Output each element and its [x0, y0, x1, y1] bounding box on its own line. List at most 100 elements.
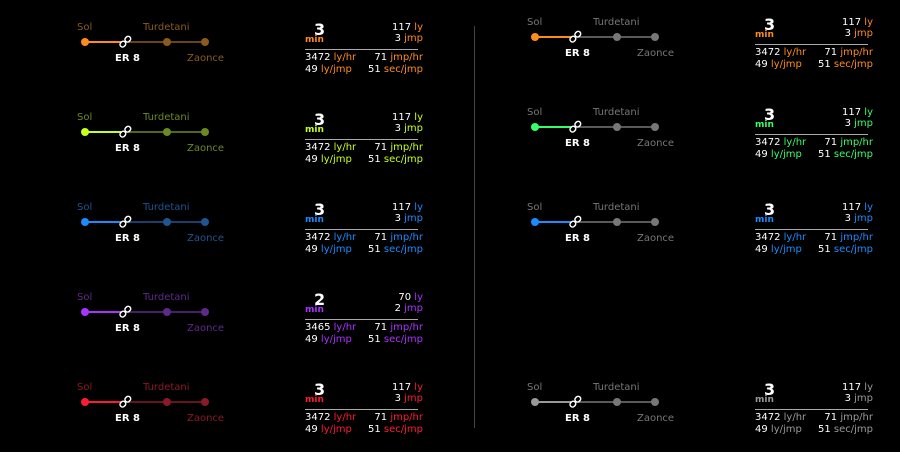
- distance-value: 117: [392, 202, 412, 213]
- route-stats: 3 min 117 ly 3 jmp 3472 ly/hr 71 jmp/hr …: [755, 15, 873, 87]
- distance-unit: ly: [414, 382, 423, 393]
- route-track: [81, 395, 209, 408]
- jumps-per-hour: 71 jmp/hr: [374, 142, 423, 153]
- destination-label: Zaonce: [637, 48, 675, 59]
- distance-jumps: 117 ly 3 jmp: [392, 112, 423, 134]
- stats-separator: [755, 229, 868, 230]
- destination-dot: [651, 33, 659, 41]
- sec-per-jump: 51 sec/jmp: [817, 424, 873, 435]
- bridge-system-label: ER 8: [565, 233, 590, 244]
- jumps-value: 3: [394, 33, 401, 44]
- travel-time-value: 3: [764, 380, 776, 399]
- stats-separator: [305, 319, 418, 320]
- broken-link-icon: [569, 215, 582, 228]
- stats-separator: [755, 44, 868, 45]
- route-diagram: Sol Turdetani ER 8 Zaonce: [527, 17, 687, 77]
- end-system-label: Turdetani: [143, 202, 190, 213]
- waypoint-dot: [613, 123, 621, 131]
- broken-link-icon: [119, 395, 132, 408]
- distance-value: 117: [392, 382, 412, 393]
- distance-jumps: 117 ly 3 jmp: [842, 107, 873, 129]
- start-system-label: Sol: [77, 382, 93, 393]
- destination-label: Zaonce: [187, 413, 225, 424]
- route-stats: 3 min 117 ly 3 jmp 3472 ly/hr 71 jmp/hr …: [305, 380, 423, 452]
- stats-separator: [305, 409, 418, 410]
- jumps-per-hour: 71 jmp/hr: [824, 137, 873, 148]
- sec-per-jump: 51 sec/jmp: [817, 149, 873, 160]
- waypoint-dot: [613, 218, 621, 226]
- start-system-label: Sol: [77, 202, 93, 213]
- jumps-value: 3: [394, 213, 401, 224]
- route-stats: 3 min 117 ly 3 jmp 3472 ly/hr 71 jmp/hr …: [755, 380, 873, 452]
- distance-jumps: 117 ly 3 jmp: [392, 22, 423, 44]
- start-node-dot: [81, 218, 89, 226]
- broken-link-icon: [119, 35, 132, 48]
- end-system-label: Turdetani: [593, 382, 640, 393]
- travel-time-unit: min: [305, 125, 324, 135]
- travel-time-value: 3: [314, 110, 326, 129]
- bridge-system-label: ER 8: [115, 413, 140, 424]
- waypoint-dot: [163, 308, 171, 316]
- travel-time-unit: min: [755, 215, 774, 225]
- start-system-label: Sol: [527, 382, 543, 393]
- destination-label: Zaonce: [187, 143, 225, 154]
- start-node-dot: [81, 308, 89, 316]
- start-system-label: Sol: [527, 107, 543, 118]
- route-stats: 3 min 117 ly 3 jmp 3472 ly/hr 71 jmp/hr …: [305, 20, 423, 92]
- travel-time-unit: min: [305, 35, 324, 45]
- jumps-unit: jmp: [404, 213, 423, 224]
- route-track: [531, 395, 659, 408]
- distance-jumps: 117 ly 3 jmp: [842, 382, 873, 404]
- jumps-unit: jmp: [854, 213, 873, 224]
- route-diagram: Sol Turdetani ER 8 Zaonce: [527, 382, 687, 442]
- route-track: [81, 125, 209, 138]
- broken-link-icon: [569, 120, 582, 133]
- destination-label: Zaonce: [187, 323, 225, 334]
- end-system-label: Turdetani: [593, 17, 640, 28]
- route-card: Sol Turdetani ER 8 Zaonce 3 min 117 ly: [77, 380, 423, 452]
- start-node-dot: [81, 38, 89, 46]
- route-diagram: Sol Turdetani ER 8 Zaonce: [77, 112, 237, 172]
- route-track: [81, 35, 209, 48]
- travel-time-value: 3: [764, 200, 776, 219]
- jumps-value: 3: [844, 213, 851, 224]
- distance-unit: ly: [864, 382, 873, 393]
- waypoint-dot: [163, 128, 171, 136]
- ly-per-jump: 49 ly/jmp: [305, 334, 352, 345]
- travel-time-unit: min: [755, 395, 774, 405]
- destination-dot: [201, 38, 209, 46]
- distance-unit: ly: [414, 292, 423, 303]
- route-diagram: Sol Turdetani ER 8 Zaonce: [527, 202, 687, 262]
- destination-dot: [201, 218, 209, 226]
- broken-link-icon: [569, 30, 582, 43]
- start-system-label: Sol: [77, 22, 93, 33]
- travel-time-value: 3: [314, 380, 326, 399]
- distance-unit: ly: [414, 202, 423, 213]
- jumps-per-hour: 71 jmp/hr: [374, 322, 423, 333]
- stats-separator: [305, 139, 418, 140]
- jumps-value: 3: [394, 393, 401, 404]
- distance-jumps: 117 ly 3 jmp: [392, 202, 423, 224]
- end-system-label: Turdetani: [143, 22, 190, 33]
- route-stats: 3 min 117 ly 3 jmp 3472 ly/hr 71 jmp/hr …: [755, 105, 873, 177]
- route-card: Sol Turdetani ER 8 Zaonce 3 min 117 ly: [77, 20, 423, 92]
- route-track: [531, 120, 659, 133]
- travel-time-unit: min: [755, 30, 774, 40]
- end-system-label: Turdetani: [143, 382, 190, 393]
- route-card: Sol Turdetani ER 8 Zaonce 3 min 117 ly: [527, 105, 873, 177]
- ly-per-jump: 49 ly/jmp: [305, 154, 352, 165]
- jumps-per-hour: 71 jmp/hr: [824, 47, 873, 58]
- end-system-label: Turdetani: [143, 292, 190, 303]
- distance-value: 70: [398, 292, 412, 303]
- route-card: Sol Turdetani ER 8 Zaonce 3 min 117 ly: [527, 200, 873, 272]
- route-stats: 3 min 117 ly 3 jmp 3472 ly/hr 71 jmp/hr …: [305, 110, 423, 182]
- route-card: Sol Turdetani ER 8 Zaonce 3 min 117 ly: [527, 15, 873, 87]
- start-node-dot: [531, 33, 539, 41]
- stats-separator: [305, 49, 418, 50]
- destination-dot: [201, 128, 209, 136]
- broken-link-icon: [119, 215, 132, 228]
- bridge-system-label: ER 8: [115, 53, 140, 64]
- destination-label: Zaonce: [187, 53, 225, 64]
- bridge-system-label: ER 8: [565, 413, 590, 424]
- distance-value: 117: [392, 112, 412, 123]
